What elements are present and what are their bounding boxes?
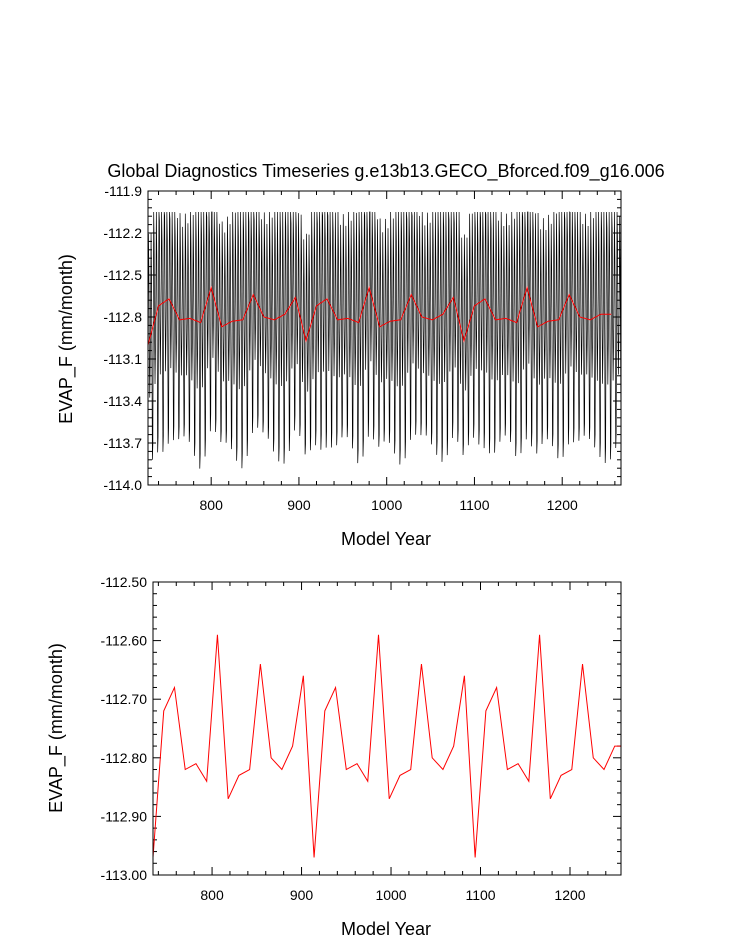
y-axis-label: EVAP_F (mm/month) [46,643,67,813]
x-tick-label: 1000 [375,887,406,903]
tick-layer: -112.50 -112.60 -112.70 -112.80 -112.90 -113.… [101,574,621,903]
y-tick-label: -113.1 [103,351,142,367]
y-tick-label: -111.9 [104,183,142,199]
x-tick-label: 1200 [554,887,585,903]
annual-mean-line [152,634,621,858]
x-tick-label: 900 [290,887,314,903]
y-tick-label: -112.60 [101,633,148,649]
y-tick-label: -112.5 [103,267,142,283]
plot-frame [152,581,622,876]
monthly-series-line [147,211,622,469]
y-tick-label: -113.00 [101,867,148,883]
x-tick-label: 900 [287,497,311,513]
y-tick-label: -112.8 [103,309,142,325]
y-axis-label: EVAP_F (mm/month) [56,254,77,424]
y-tick-label: -112.2 [103,225,142,241]
y-tick-label: -113.7 [103,435,142,451]
y-tick-label: -112.70 [101,691,148,707]
x-tick-label: 1100 [465,887,495,903]
annual-mean-line [147,285,612,346]
x-tick-label: 1000 [371,497,402,513]
y-tick-label: -112.90 [101,808,148,824]
x-tick-label: 800 [200,887,224,903]
y-tick-label: -114.0 [103,477,142,493]
bottom-panel: Model Year EVAP_F (mm/month) -112.50-112… [46,574,622,939]
series-layer [147,211,622,469]
series-layer [152,634,621,858]
x-tick-label: 800 [200,497,224,513]
top-panel: Global Diagnostics Timeseries g.e13b13.G… [56,161,665,549]
y-tick-label: -113.4 [103,393,142,409]
x-tick-label: 1100 [459,497,489,513]
plot-frame [147,190,622,486]
x-axis-label: Model Year [341,529,431,549]
x-tick-label: 1200 [547,497,578,513]
y-tick-label: -112.80 [101,750,148,766]
tick-layer: -111.9 -112.2 -112.5 -112.8 -113.1 -113.4 -113… [103,183,621,513]
x-axis-label: Model Year [341,919,431,939]
y-tick-label: -112.50 [101,574,148,590]
chart-title: Global Diagnostics Timeseries g.e13b13.G… [107,161,664,182]
